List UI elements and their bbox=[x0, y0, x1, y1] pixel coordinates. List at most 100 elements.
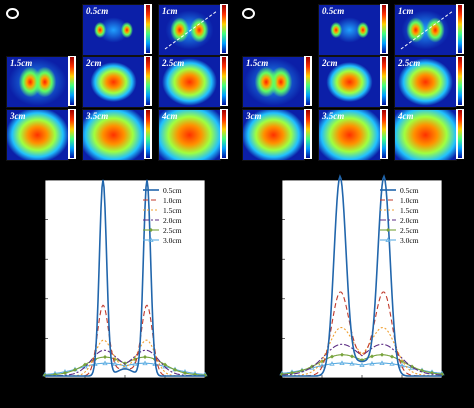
series-line bbox=[44, 362, 206, 375]
y-tick-label: 0.6 bbox=[32, 255, 42, 264]
right-fluence-chart: -4 -2 0 2 4 0 0.2 0.4 0.6 0.8 1 Displacement (cm) No… bbox=[254, 174, 445, 400]
series-marker bbox=[173, 367, 177, 372]
x-tick-label: -2 bbox=[319, 380, 326, 389]
fluence-map-tile: 1cm bbox=[394, 4, 457, 56]
series-line bbox=[45, 349, 205, 377]
plot-area bbox=[281, 179, 443, 379]
colorbar bbox=[220, 4, 228, 54]
y-tick-label: 1 bbox=[38, 176, 42, 185]
colorbar bbox=[380, 109, 388, 159]
fluence-map-tile: 2cm bbox=[82, 56, 145, 108]
colorbar bbox=[144, 109, 152, 159]
colorbar bbox=[144, 4, 152, 54]
series-marker bbox=[103, 355, 107, 360]
y-tick-label: 1 bbox=[275, 176, 279, 185]
series-marker bbox=[83, 362, 87, 367]
series-marker bbox=[309, 365, 315, 370]
colorbar bbox=[380, 4, 388, 54]
x-tick-label: 4 bbox=[203, 380, 207, 389]
legend-marker bbox=[149, 228, 153, 232]
fluence-map-label: 4cm bbox=[398, 111, 414, 121]
series-marker bbox=[102, 360, 108, 366]
legend-label: 1.5cm bbox=[400, 206, 419, 215]
x-tick-label: 0 bbox=[123, 380, 127, 389]
series-marker bbox=[142, 360, 148, 366]
legend-label: 1.5cm bbox=[163, 206, 182, 215]
series-marker bbox=[310, 364, 314, 369]
fluence-map-tile: 2.5cm bbox=[158, 56, 221, 108]
colorbar bbox=[456, 4, 464, 54]
series-marker bbox=[82, 363, 88, 369]
profile-line-icon bbox=[400, 10, 454, 50]
colorbar bbox=[304, 56, 312, 106]
legend-label: 1.0cm bbox=[400, 196, 419, 205]
series-marker bbox=[390, 354, 394, 359]
series-marker bbox=[359, 362, 365, 367]
fluence-map-tile: 3.5cm bbox=[82, 109, 145, 161]
series-marker bbox=[339, 360, 345, 365]
colorbar bbox=[220, 56, 228, 106]
fluence-map-tile: 3cm bbox=[6, 109, 69, 161]
y-tick-label: 0.2 bbox=[32, 334, 42, 343]
fluence-map-tile: 1.5cm bbox=[242, 56, 305, 108]
series-marker bbox=[133, 357, 137, 362]
fluence-map-label: 4cm bbox=[162, 111, 178, 121]
fluence-map-label: 3.5cm bbox=[322, 111, 345, 121]
y-tick-label: 0.6 bbox=[269, 255, 279, 264]
series-marker bbox=[63, 370, 67, 375]
y-tick-label: 0.4 bbox=[32, 295, 42, 304]
series-marker bbox=[389, 361, 395, 366]
x-tick-label: -4 bbox=[42, 380, 49, 389]
series-marker bbox=[143, 355, 147, 360]
colorbar bbox=[144, 56, 152, 106]
series-marker bbox=[73, 367, 77, 372]
fluence-map-label: 1cm bbox=[398, 6, 414, 16]
legend-label: 2.5cm bbox=[163, 226, 182, 235]
legend-marker bbox=[385, 237, 391, 242]
fluence-map-label: 3cm bbox=[10, 111, 26, 121]
legend-label: 0.5cm bbox=[163, 186, 182, 195]
fluence-map-label: 2.5cm bbox=[398, 58, 421, 68]
plot-area bbox=[44, 179, 206, 379]
y-tick-label: 0.8 bbox=[32, 216, 42, 225]
profile-line-icon bbox=[164, 10, 218, 50]
legend-label: 0.5cm bbox=[400, 186, 419, 195]
legend-label: 3.0cm bbox=[163, 236, 182, 245]
fluence-map-label: 1.5cm bbox=[10, 58, 33, 68]
colorbar bbox=[68, 56, 76, 106]
series-marker bbox=[349, 360, 355, 366]
fluence-map-tile: 1.5cm bbox=[6, 56, 69, 108]
y-tick-label: 0.2 bbox=[269, 334, 279, 343]
x-axis-label: Displacement (cm) bbox=[91, 390, 160, 400]
y-axis-label: Normalized fluence bbox=[254, 243, 264, 314]
legend-marker bbox=[386, 228, 390, 232]
legend-marker bbox=[148, 237, 154, 242]
fluence-map-label: 3cm bbox=[246, 111, 262, 121]
series-marker bbox=[123, 361, 127, 366]
y-tick-label: 0.4 bbox=[269, 295, 279, 304]
fluence-map-tile: 3cm bbox=[242, 109, 305, 161]
x-tick-label: 2 bbox=[400, 380, 404, 389]
fluence-map-label: 3.5cm bbox=[86, 111, 109, 121]
fluence-map-label: 2cm bbox=[322, 58, 338, 68]
x-tick-label: -4 bbox=[279, 380, 286, 389]
series-marker bbox=[330, 354, 334, 359]
y-tick-label: 0 bbox=[275, 374, 279, 383]
series-marker bbox=[132, 361, 138, 366]
x-axis-label: Displacement (cm) bbox=[328, 390, 397, 400]
series-line bbox=[281, 343, 443, 376]
y-tick-label: 0.8 bbox=[269, 216, 279, 225]
series-marker bbox=[380, 352, 384, 357]
legend-label: 3.0cm bbox=[400, 236, 419, 245]
colorbar bbox=[456, 56, 464, 106]
left-fluence-chart: -4 -2 0 2 4 0 0.2 0.4 0.6 0.8 1 Displacement (cm) No… bbox=[17, 176, 208, 400]
fluence-map-label: 0.5cm bbox=[86, 6, 109, 16]
fluence-map-label: 1.5cm bbox=[246, 58, 269, 68]
series-line bbox=[282, 174, 442, 377]
series-marker bbox=[350, 354, 354, 359]
fluence-map-label: 2.5cm bbox=[162, 58, 185, 68]
fluence-map-tile: 3.5cm bbox=[318, 109, 381, 161]
colorbar bbox=[456, 109, 464, 159]
x-tick-label: -2 bbox=[82, 380, 89, 389]
colorbar bbox=[220, 109, 228, 159]
